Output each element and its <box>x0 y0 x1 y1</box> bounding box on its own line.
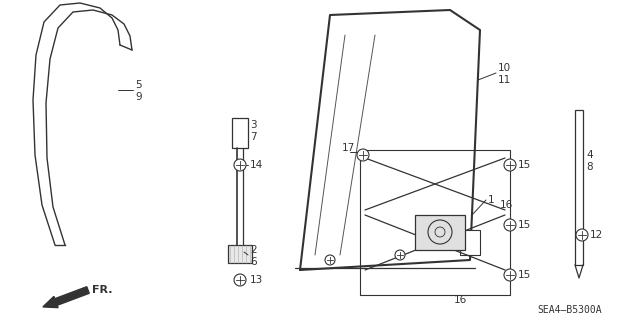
Text: 4: 4 <box>586 150 593 160</box>
Circle shape <box>395 250 405 260</box>
Text: 11: 11 <box>498 75 511 85</box>
Text: 10: 10 <box>498 63 511 73</box>
Circle shape <box>357 149 369 161</box>
Text: 6: 6 <box>250 257 257 267</box>
Text: 3: 3 <box>250 120 257 130</box>
Text: SEA4–B5300A: SEA4–B5300A <box>538 305 602 315</box>
Text: 16: 16 <box>500 200 513 210</box>
Text: 17: 17 <box>342 143 355 153</box>
Circle shape <box>234 274 246 286</box>
Text: 2: 2 <box>250 245 257 255</box>
Text: 9: 9 <box>135 92 141 102</box>
Circle shape <box>234 159 246 171</box>
Circle shape <box>504 269 516 281</box>
Bar <box>228 245 252 263</box>
Text: 15: 15 <box>518 160 531 170</box>
Text: 15: 15 <box>518 220 531 230</box>
Text: 8: 8 <box>586 162 593 172</box>
Bar <box>460 230 480 255</box>
Text: 14: 14 <box>250 160 263 170</box>
Text: 5: 5 <box>135 80 141 90</box>
Text: 13: 13 <box>250 275 263 285</box>
Circle shape <box>504 159 516 171</box>
Bar <box>575 110 583 265</box>
FancyArrow shape <box>43 287 89 308</box>
Circle shape <box>576 229 588 241</box>
Text: 1: 1 <box>488 195 495 205</box>
Text: 12: 12 <box>590 230 604 240</box>
Text: 16: 16 <box>453 295 467 305</box>
Bar <box>232 118 248 148</box>
Text: FR.: FR. <box>92 285 113 295</box>
Bar <box>415 215 465 250</box>
Text: 7: 7 <box>250 132 257 142</box>
Text: 15: 15 <box>518 270 531 280</box>
Circle shape <box>325 255 335 265</box>
Circle shape <box>504 219 516 231</box>
